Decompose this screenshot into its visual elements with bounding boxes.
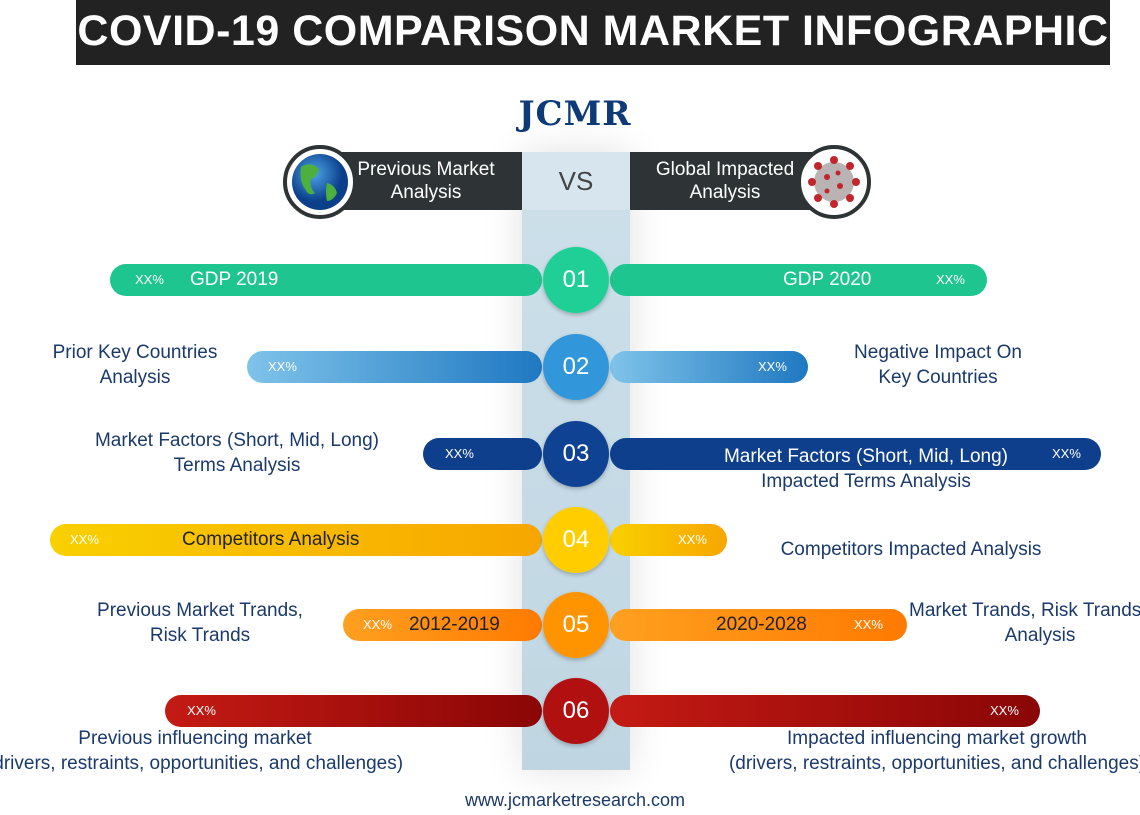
right-bar-04 [610, 524, 727, 556]
step-number-04: 04 [543, 507, 609, 573]
right-description: Market Factors (Short, Mid, Long) [723, 446, 1009, 467]
right-bar-02 [610, 351, 808, 383]
jcmr-logo: JCMR [518, 94, 632, 134]
step-number-06: 06 [543, 678, 609, 744]
vs-label: VS [522, 152, 630, 210]
left-bar-label: 2012-2019 [409, 614, 500, 635]
step-number-01: 01 [543, 247, 609, 313]
right-percentage: XX% [854, 617, 883, 632]
left-bar-label: Competitors Analysis [182, 529, 360, 550]
left-bar-label: GDP 2019 [190, 269, 279, 290]
left-description: Analysis [99, 367, 171, 388]
left-percentage: XX% [445, 446, 474, 461]
left-bar-06 [165, 695, 542, 727]
left-description: Previous influencing market [78, 728, 312, 749]
left-bar-04 [50, 524, 542, 556]
left-bar-02 [247, 351, 542, 383]
left-description: Market Factors (Short, Mid, Long) [94, 430, 380, 451]
left-percentage: XX% [363, 617, 392, 632]
step-number-05: 05 [543, 592, 609, 658]
right-description: Impacted Terms Analysis [761, 471, 971, 492]
right-bar-label: GDP 2020 [783, 269, 872, 290]
globe-icon [283, 145, 357, 219]
header-right-line1: Global Impacted [655, 159, 795, 180]
right-description: Key Countries [878, 367, 998, 388]
left-bar-03 [423, 438, 542, 470]
virus-icon [797, 145, 871, 219]
left-description: (drivers, restraints, opportunities, and… [0, 753, 404, 774]
right-bar-label: 2020-2028 [716, 614, 807, 635]
right-percentage: XX% [936, 272, 965, 287]
right-bar-06 [610, 695, 1040, 727]
left-bar-01 [110, 264, 542, 296]
right-percentage: XX% [758, 359, 787, 374]
website-link[interactable]: www.jcmarketresearch.com [464, 790, 686, 810]
right-bar-03 [610, 438, 1101, 470]
left-description: Prior Key Countries [52, 342, 218, 363]
step-number-02: 02 [543, 334, 609, 400]
right-description: Negative Impact On [854, 342, 1022, 363]
right-bar-05 [610, 609, 907, 641]
right-bar-01 [610, 264, 987, 296]
right-percentage: XX% [1052, 446, 1081, 461]
left-description: Previous Market Trands, [97, 600, 303, 621]
page-title: COVID-19 COMPARISON MARKET INFOGRAPHIC [76, 0, 1110, 65]
right-description: (drivers, restraints, opportunities, and… [728, 753, 1140, 774]
right-description: Impacted influencing market growth [787, 728, 1087, 749]
left-percentage: XX% [70, 532, 99, 547]
header-right-line2: Analysis [689, 182, 761, 203]
right-description: Competitors Impacted Analysis [780, 539, 1042, 560]
right-percentage: XX% [990, 703, 1019, 718]
left-percentage: XX% [268, 359, 297, 374]
left-description: Risk Trands [149, 625, 251, 646]
right-description: Analysis [1004, 625, 1076, 646]
left-percentage: XX% [187, 703, 216, 718]
right-percentage: XX% [678, 532, 707, 547]
header-left-line1: Previous Market [357, 159, 495, 180]
left-description: Terms Analysis [173, 455, 301, 476]
left-percentage: XX% [135, 272, 164, 287]
left-bar-05 [343, 609, 542, 641]
header-left-line2: Analysis [390, 182, 462, 203]
right-description: Market Trands, Risk Trands [909, 600, 1140, 621]
step-number-03: 03 [543, 421, 609, 487]
